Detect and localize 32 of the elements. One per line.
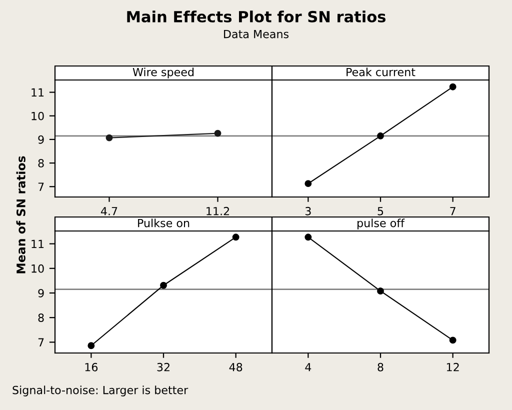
- y-tick-label: 7: [38, 182, 44, 191]
- y-tick-label: 9: [38, 288, 44, 298]
- y-tick-label: 9: [38, 135, 44, 144]
- point: [160, 282, 167, 289]
- y-tick-label: 11: [32, 240, 44, 248]
- y-tick-label: 7: [38, 338, 44, 346]
- x-tick-label: 5: [378, 207, 384, 216]
- x-tick-label: 12: [446, 362, 459, 372]
- text: Mean of SN ratios: [16, 156, 26, 274]
- point: [88, 342, 95, 350]
- x-tick-label: 16: [85, 362, 98, 372]
- x-tick-label: 7: [450, 207, 456, 216]
- y-tick-label: 8: [38, 314, 44, 322]
- x-tick-label: 8: [378, 362, 384, 372]
- text: Signal-to-noise: Larger is better: [12, 386, 188, 396]
- chart-title: pulse off: [358, 218, 405, 230]
- point: [232, 234, 240, 241]
- x-tick-label: 11.2: [206, 206, 230, 216]
- chart-title: Wire speed: [132, 68, 194, 78]
- text: Main Effects Plot for SN ratios: [127, 10, 386, 22]
- x-tick-label: 3: [305, 206, 311, 216]
- y-tick-label: 11: [32, 88, 44, 96]
- text: Data Means: [224, 30, 289, 38]
- y-tick-label: 8: [38, 159, 44, 168]
- x-tick-label: 32: [157, 362, 170, 372]
- x-tick-label: 4.7: [100, 207, 118, 216]
- chart-title: Peak current: [346, 68, 416, 76]
- chart-title: Pulkse on: [138, 218, 190, 228]
- x-tick-label: 48: [229, 362, 242, 372]
- x-tick-label: 4: [305, 363, 312, 372]
- y-tick-label: 10: [32, 112, 44, 120]
- y-tick-label: 10: [32, 264, 44, 273]
